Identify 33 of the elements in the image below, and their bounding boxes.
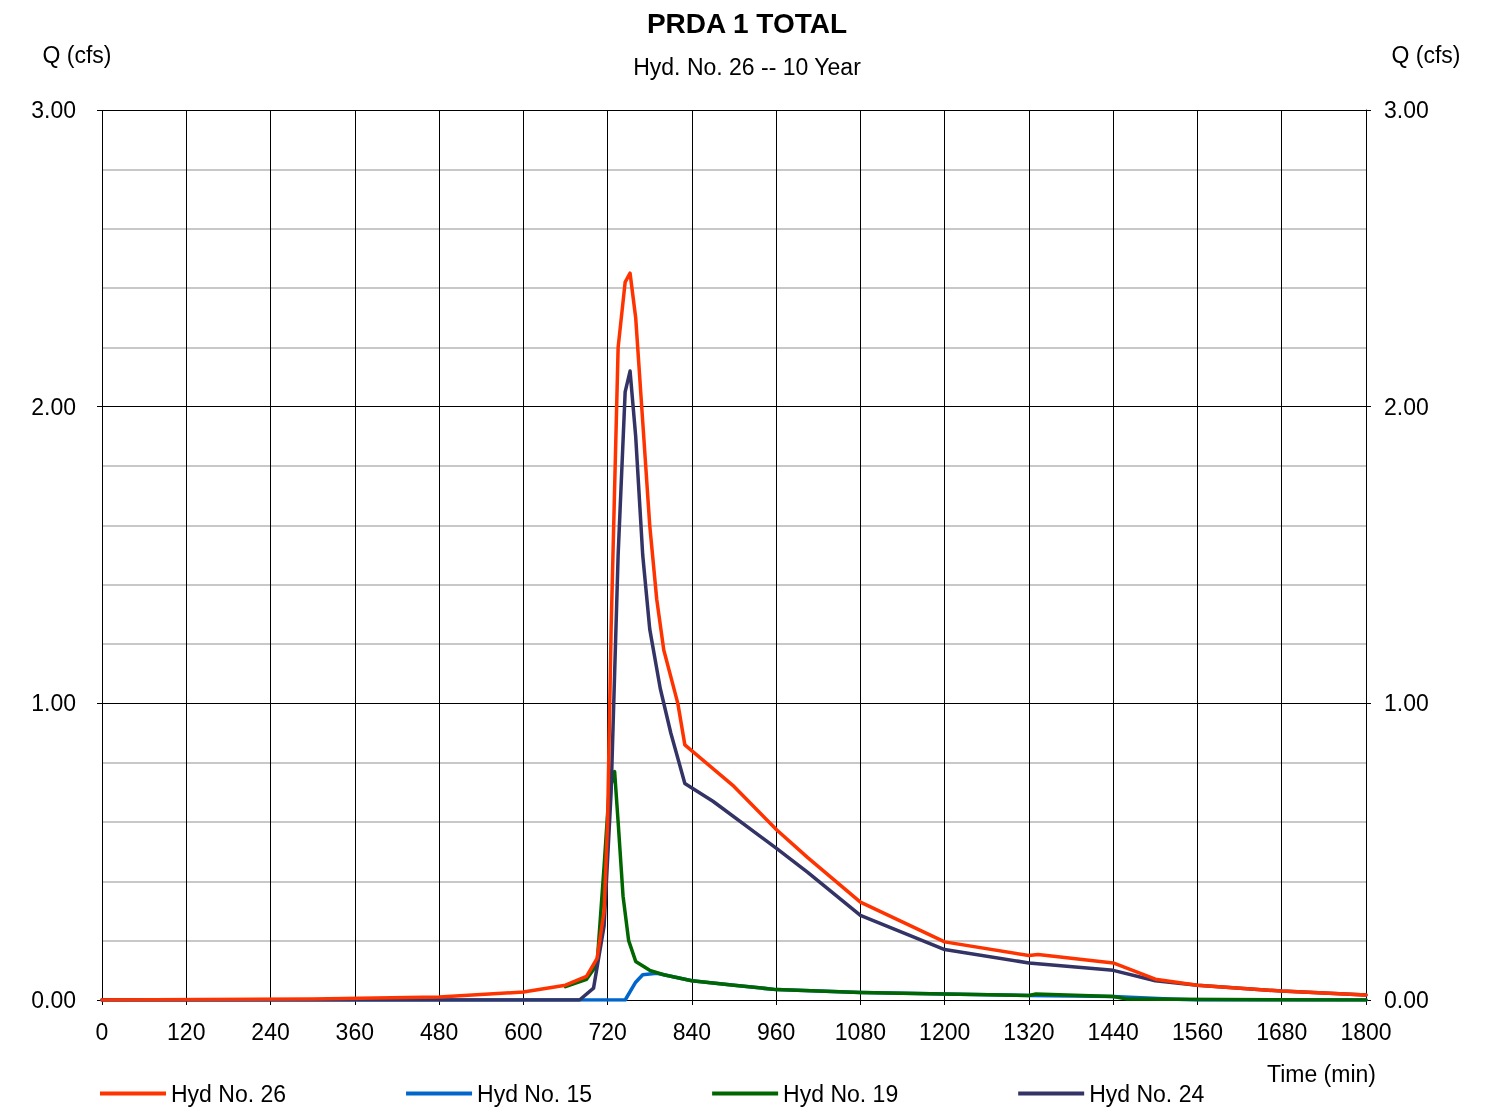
x-tick-label: 1080 [834, 1018, 886, 1045]
x-tick-label: 1200 [919, 1018, 971, 1045]
y-tick-label: 2.00 [31, 393, 76, 420]
x-tick-label: 1440 [1087, 1018, 1139, 1045]
chart-title: PRDA 1 TOTAL [646, 7, 848, 39]
x-tick-label: 480 [419, 1018, 459, 1045]
legend-label: Hyd No. 24 [1089, 1080, 1205, 1107]
x-tick-label: 1560 [1171, 1018, 1224, 1045]
legend-label: Hyd No. 19 [783, 1080, 899, 1107]
legend-label: Hyd No. 15 [477, 1080, 593, 1107]
y-tick-label: 0.00 [31, 987, 76, 1013]
x-tick-label: 720 [588, 1018, 627, 1045]
x-tick-label: 840 [672, 1018, 712, 1045]
x-axis-title: Time (min) [1266, 1060, 1376, 1087]
x-tick-label: 1320 [1003, 1018, 1055, 1045]
x-tick-label: 0 [95, 1018, 109, 1045]
y2-tick-label: 1.00 [1384, 690, 1429, 717]
y2-axis-title: Q (cfs) [1391, 41, 1461, 68]
chart-subtitle: Hyd. No. 26 -- 10 Year [633, 53, 862, 80]
x-tick-label: 1800 [1340, 1018, 1392, 1045]
y2-tick-label: 3.00 [1384, 97, 1429, 123]
y2-tick-label: 2.00 [1384, 393, 1429, 420]
y-tick-label: 3.00 [31, 97, 76, 123]
y-axis-title: Q (cfs) [42, 41, 112, 68]
x-tick-label: 1680 [1256, 1018, 1308, 1045]
x-tick-label: 960 [756, 1018, 796, 1045]
x-tick-label: 600 [504, 1018, 543, 1045]
y2-tick-label: 0.00 [1384, 987, 1429, 1013]
x-tick-label: 240 [251, 1018, 290, 1045]
y-tick-label: 1.00 [31, 690, 76, 717]
x-tick-label: 360 [335, 1018, 374, 1045]
x-tick-label: 120 [167, 1018, 206, 1045]
legend-label: Hyd No. 26 [171, 1080, 287, 1107]
